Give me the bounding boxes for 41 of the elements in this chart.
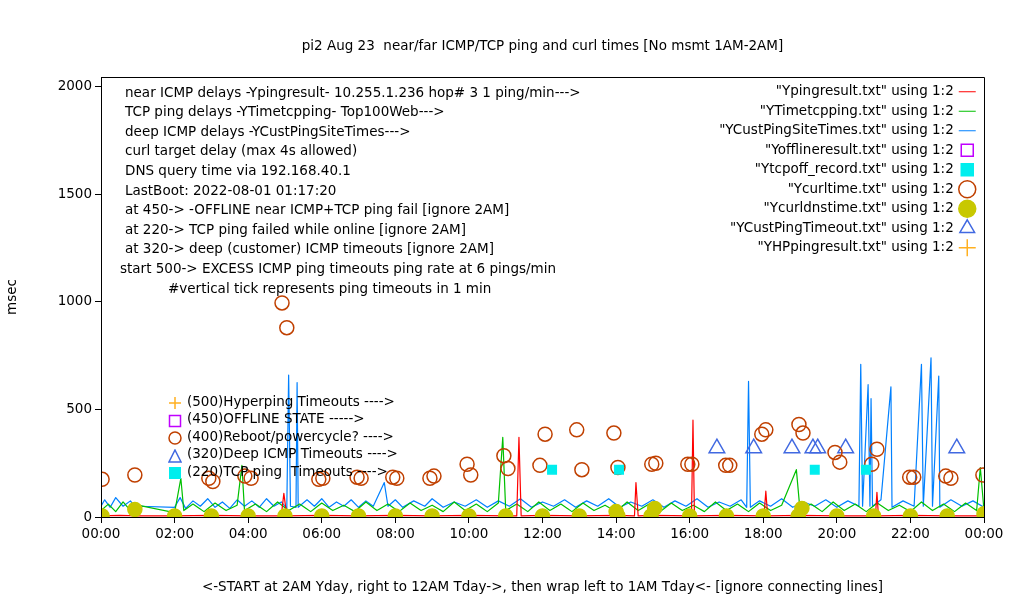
annotation: near ICMP delays -Ypingresult- 10.255.1.236 hop# 3 1 ping/min---> bbox=[125, 83, 581, 100]
x-tick-label: 22:00 bbox=[890, 524, 930, 541]
y-tick-label: 1000 bbox=[57, 292, 92, 309]
chart-title: pi2 Aug 23 near/far ICMP/TCP ping and curl times [No msmt 1AM-2AM] bbox=[301, 36, 784, 53]
y-tick-label: 2000 bbox=[57, 77, 92, 94]
legend-label: "Ytcpoff_record.txt" using 1:2 bbox=[754, 160, 954, 177]
y-tick-label: 1500 bbox=[57, 184, 92, 201]
x-tick-label: 10:00 bbox=[449, 524, 489, 541]
x-tick-label: 08:00 bbox=[375, 524, 415, 541]
legend-label: "YTimetcpping.txt" using 1:2 bbox=[759, 101, 954, 118]
x-tick-label: 14:00 bbox=[596, 524, 636, 541]
legend-label: "Ypingresult.txt" using 1:2 bbox=[775, 82, 954, 99]
annotation: at 220-> TCP ping failed while online [ignore 2AM] bbox=[125, 220, 467, 237]
annotation: LastBoot: 2022-08-01 01:17:20 bbox=[125, 181, 337, 198]
legend-label: "Ycurldnstime.txt" using 1:2 bbox=[763, 199, 954, 216]
x-axis-title: <-START at 2AM Yday, right to 12AM Tday->, then wrap left to 1AM Tday<- [ignore connecting lines] bbox=[201, 578, 884, 595]
annotation: DNS query time via 192.168.40.1 bbox=[125, 161, 351, 178]
x-tick-label: 00:00 bbox=[81, 524, 121, 541]
x-tick-label: 12:00 bbox=[523, 524, 562, 541]
x-tick-label: 16:00 bbox=[670, 524, 710, 541]
annotation: at 450-> -OFFLINE near ICMP+TCP ping fail [ignore 2AM] bbox=[125, 201, 510, 218]
x-tick-label: 06:00 bbox=[302, 524, 342, 541]
x-tick-label: 00:00 bbox=[964, 524, 1004, 541]
y-tick-label: 0 bbox=[83, 507, 92, 524]
x-tick-label: 18:00 bbox=[743, 524, 783, 541]
legend-label: "Yofflineresult.txt" using 1:2 bbox=[765, 140, 954, 157]
legend-label: "YHPpingresult.txt" using 1:2 bbox=[757, 238, 954, 255]
x-tick-label: 20:00 bbox=[817, 524, 857, 541]
y-tick-label: 500 bbox=[66, 399, 92, 416]
y-axis-title: msec bbox=[2, 279, 19, 315]
legend-label: "YCustPingTimeout.txt" using 1:2 bbox=[730, 218, 954, 235]
annotation: TCP ping delays -YTimetcpping- Top100Web---> bbox=[124, 103, 445, 120]
legend-label: "YCustPingSiteTimes.txt" using 1:2 bbox=[719, 121, 954, 138]
x-tick-label: 04:00 bbox=[228, 524, 268, 541]
annotation: at 320-> deep (customer) ICMP timeouts [ignore 2AM] bbox=[125, 240, 494, 257]
legend-label: "Ycurltime.txt" using 1:2 bbox=[787, 179, 954, 196]
annotation: start 500-> EXCESS ICMP ping timeouts ping rate at 6 pings/min bbox=[120, 259, 556, 276]
annotation: #vertical tick represents ping timeouts in 1 min bbox=[168, 279, 492, 296]
annotation: curl target delay (max 4s allowed) bbox=[125, 142, 358, 159]
annotation: deep ICMP delays -YCustPingSiteTimes---> bbox=[125, 122, 411, 139]
x-tick-label: 02:00 bbox=[155, 524, 195, 541]
